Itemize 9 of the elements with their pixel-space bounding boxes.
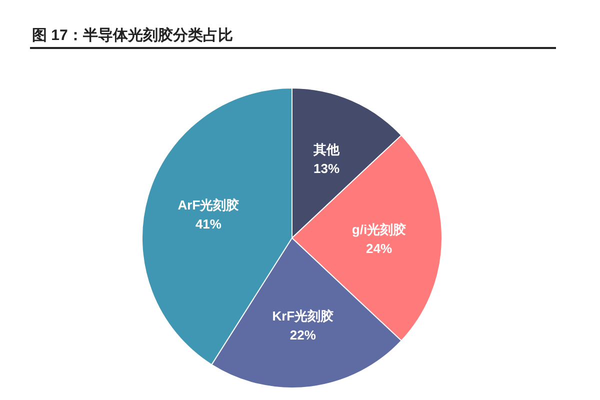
chart-title: 图 17：半导体光刻胶分类占比	[32, 26, 233, 44]
slice-label: KrF光刻胶	[272, 308, 334, 324]
slice-label: g/i光刻胶	[352, 222, 406, 237]
slice-label: ArF光刻胶	[178, 198, 240, 213]
data-label: 41%	[195, 216, 222, 232]
data-label: 22%	[290, 327, 316, 342]
slice-label: 其他	[312, 142, 341, 158]
data-label: 24%	[366, 241, 392, 256]
data-label: 13%	[314, 161, 340, 176]
